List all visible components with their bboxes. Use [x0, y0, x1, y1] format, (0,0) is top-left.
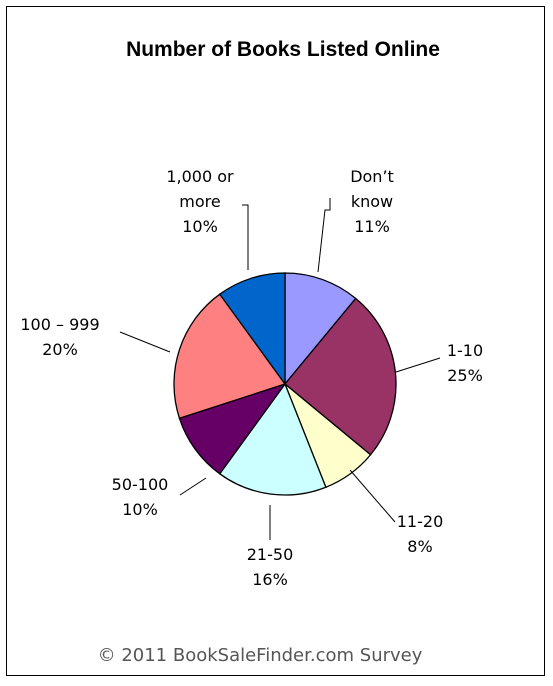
slice-label-4: 21-50: [247, 545, 294, 564]
chart-title: Number of Books Listed Online: [126, 38, 440, 61]
slice-label-5: 50-100: [112, 475, 169, 494]
slice-percent-2: 25%: [447, 366, 483, 385]
slice-labels: Don’t know 11% 1-10 25% 11-20 8% 21-50 16% 50-100…: [20, 167, 483, 589]
leader-lines: [119, 198, 441, 540]
leader-line-2: [395, 357, 441, 373]
leader-line-1: [317, 198, 331, 273]
slice-label-1: know: [351, 192, 393, 211]
slice-percent-6: 20%: [42, 340, 78, 359]
slice-label-3: 11-20: [397, 512, 444, 531]
slice-label-2: 1-10: [447, 341, 483, 360]
slice-label-7: 1,000 or: [166, 167, 234, 186]
pie-slice-6: [173, 293, 287, 420]
pie-slice-7: [218, 272, 286, 387]
slice-label-6: 100 – 999: [20, 315, 99, 334]
slice-percent-7: 10%: [182, 217, 218, 236]
slice-label-1: Don’t: [350, 167, 394, 186]
pie-slice-2: [284, 297, 397, 456]
pie-slices: [173, 272, 397, 496]
slice-percent-3: 8%: [407, 537, 432, 556]
slice-label-7: more: [179, 192, 220, 211]
slice-percent-4: 16%: [252, 570, 288, 589]
copyright-footer: © 2011 BookSaleFinder.com Survey: [98, 645, 423, 666]
leader-line-5: [179, 477, 207, 496]
pie-slice-4: [218, 382, 327, 496]
slice-percent-5: 10%: [122, 500, 158, 519]
leader-line-6: [119, 331, 171, 353]
leader-line-3: [349, 469, 396, 523]
pie-slice-1: [284, 272, 357, 386]
slice-percent-1: 11%: [354, 217, 390, 236]
leader-line-7: [242, 204, 249, 270]
